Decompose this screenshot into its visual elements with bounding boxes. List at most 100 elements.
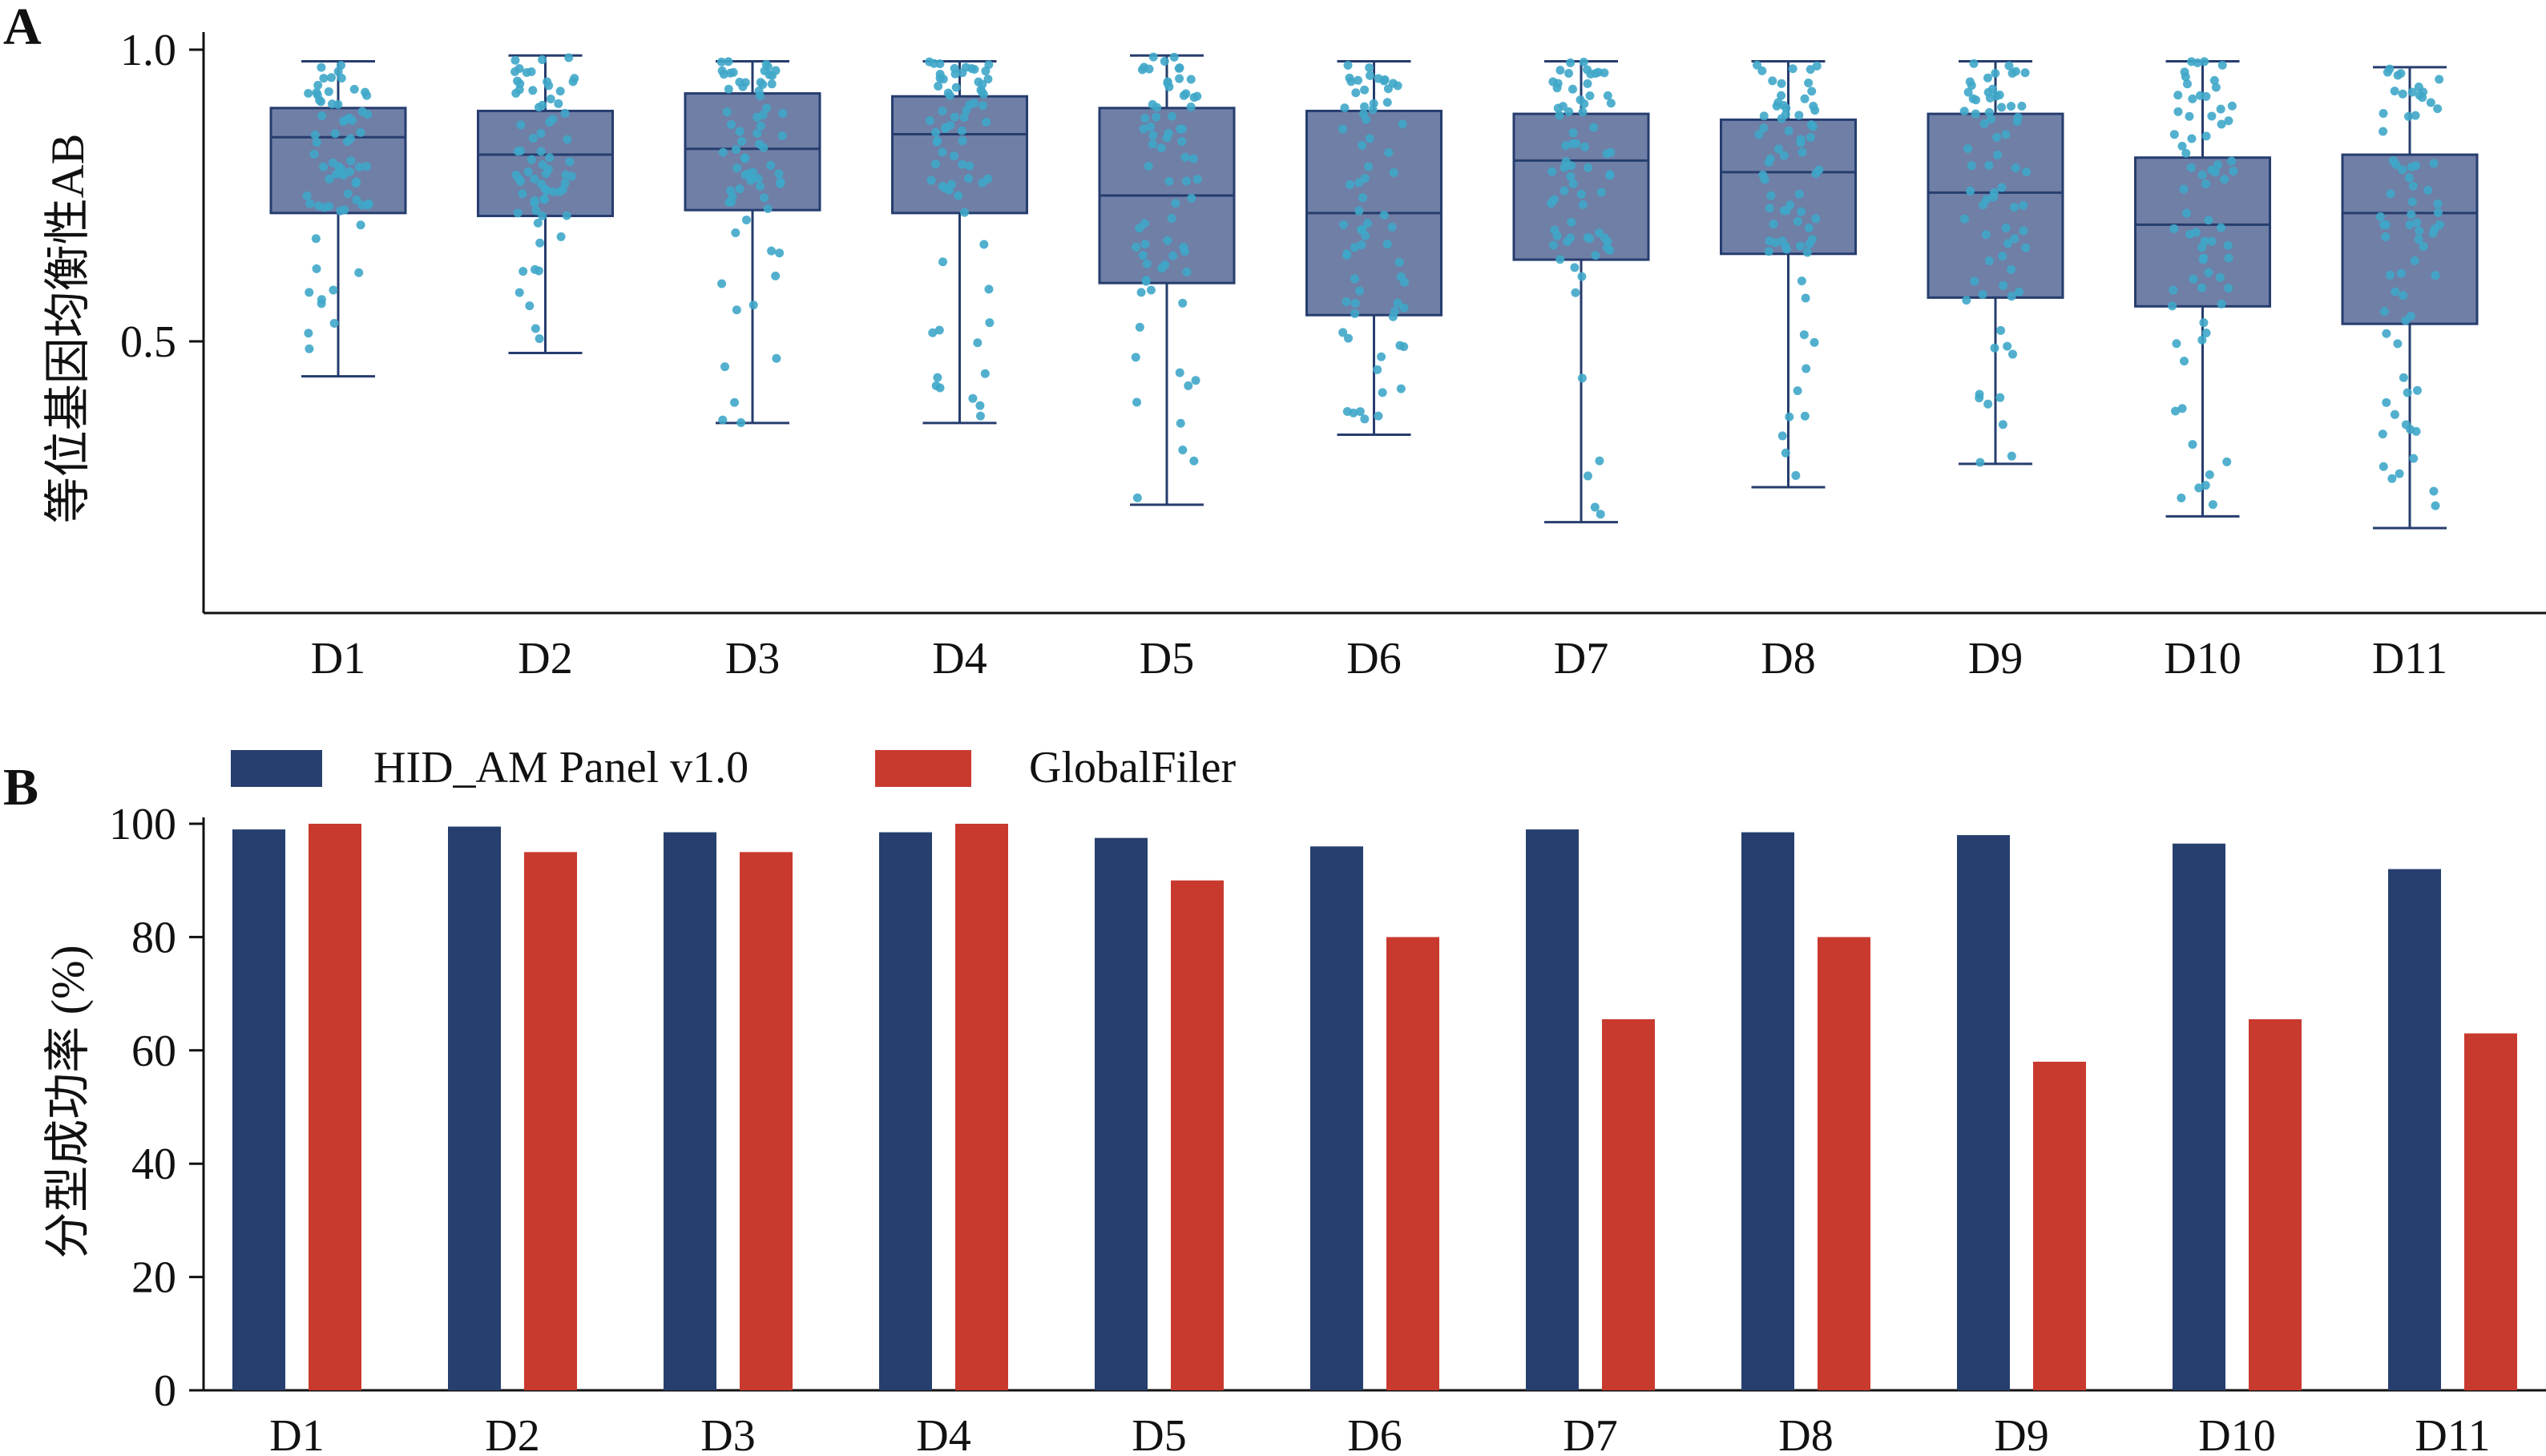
box-point (1550, 225, 1559, 235)
box-point (2410, 256, 2419, 265)
box-point (536, 147, 546, 156)
box-point (2407, 87, 2417, 97)
box-point (1969, 58, 1979, 68)
box-point (1605, 171, 1615, 180)
box-point (1364, 162, 1374, 171)
box-point (2198, 255, 2208, 264)
box-point (938, 257, 948, 267)
box-point (329, 285, 338, 295)
box-point (2177, 141, 2187, 151)
box-point (1380, 75, 1390, 85)
box-point (2390, 87, 2399, 96)
box-point (1360, 174, 1370, 184)
panel-b-y-tick-label: 20 (131, 1253, 176, 1303)
box-point (1984, 160, 1994, 170)
box-point (737, 136, 747, 146)
box-point (2204, 216, 2213, 225)
panel-b-x-tick-label: D4 (916, 1411, 970, 1456)
box-point (1801, 293, 1810, 303)
box-point (538, 211, 547, 220)
box-point (2379, 127, 2388, 136)
box-point (531, 206, 541, 216)
box-point (1142, 259, 1152, 268)
box-point (2003, 341, 2012, 351)
box-point (2399, 373, 2408, 382)
box-body (1512, 112, 1650, 261)
box-point (760, 193, 769, 203)
box-point (1559, 186, 1569, 196)
box-point (925, 116, 934, 126)
box-point (934, 325, 944, 335)
box-point (2224, 116, 2233, 126)
box-point (1338, 328, 1348, 337)
box-point (1757, 66, 1767, 75)
box-point (1148, 52, 1158, 62)
panel-a-letter: A (3, 0, 42, 56)
box-point (1184, 381, 1193, 390)
box-point (2003, 239, 2013, 248)
box-point (327, 99, 337, 109)
box-point (2182, 79, 2192, 89)
box-point (1810, 337, 1819, 347)
box-point (960, 208, 970, 217)
box-point (1548, 77, 1558, 87)
box-point (522, 68, 531, 78)
box-point (523, 167, 533, 177)
box-point (2216, 272, 2225, 282)
box-point (1351, 88, 1361, 98)
panel-a-x-axis: D1 D2 D3 D4 D5 D6 D7 D8 D9 D10 D11 (311, 634, 2447, 684)
box-point (1769, 220, 1778, 229)
box-point (1349, 408, 1358, 417)
box-point (1971, 109, 1980, 119)
box-point (2187, 134, 2197, 143)
box-point (317, 111, 327, 120)
box-point (1168, 251, 1178, 260)
box-point (1549, 195, 1559, 204)
box-point (2382, 397, 2391, 407)
box-point (970, 65, 979, 75)
box-point (1164, 176, 1174, 186)
box-point (1377, 352, 1386, 361)
box-point (1181, 176, 1191, 186)
box-point (718, 147, 728, 157)
box-point (1992, 132, 2002, 142)
box-point (2004, 61, 2014, 71)
box-point (564, 53, 574, 63)
box-point (1355, 407, 1365, 417)
box-point (539, 195, 549, 204)
box-point (2399, 291, 2408, 300)
box-point (1144, 161, 1153, 171)
box-point (1163, 236, 1172, 245)
box-point (1382, 98, 1392, 107)
box-point (1814, 165, 1824, 175)
panel-b-x-tick-label: D1 (269, 1411, 324, 1456)
box-point (1354, 206, 1364, 216)
box-point (2197, 243, 2207, 252)
box-point (1379, 210, 1389, 220)
box-point (2429, 486, 2439, 496)
box-point (1357, 240, 1366, 250)
box-point (310, 130, 320, 139)
panel-b: B HID_AM Panel v1.0 GlobalFiler 0 20 40 60 8… (3, 743, 2546, 1456)
box-point (954, 191, 963, 200)
box-point (2205, 470, 2214, 479)
box-point (2201, 131, 2211, 141)
box-point (1156, 143, 1166, 153)
box-point (1175, 74, 1184, 83)
panel-a-y-tick-label: 0.5 (120, 317, 176, 367)
box-point (1345, 73, 1354, 83)
box-point (933, 373, 942, 382)
box-point (1802, 364, 1811, 373)
panel-b-x-tick-label: D7 (1563, 1411, 1617, 1456)
box-point (958, 136, 967, 146)
box-point (1993, 150, 2003, 159)
box-point (349, 84, 359, 94)
box-point (1760, 175, 1769, 184)
box-point (2435, 75, 2444, 84)
box-point (944, 185, 954, 195)
box-point (305, 199, 315, 208)
box-point (1800, 94, 1810, 103)
box-point (2390, 409, 2399, 419)
box-point (753, 128, 762, 138)
box-point (2009, 203, 2019, 212)
